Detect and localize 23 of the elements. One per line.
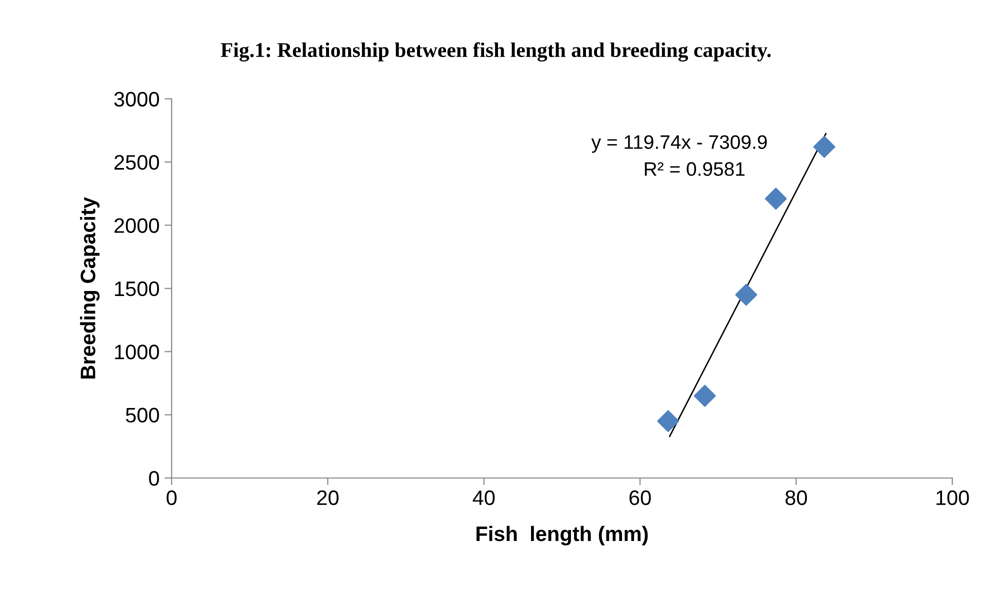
y-axis-title: Breeding Capacity <box>80 197 100 378</box>
annotation: y = 119.74x - 7309.9 <box>591 135 767 153</box>
x-tick-label: 100 <box>936 490 969 506</box>
x-axis-title: Fish length (mm) <box>476 526 648 546</box>
chart-title: Fig.1: Relationship between fish length and breeding capacity. <box>220 42 771 62</box>
point <box>764 188 787 210</box>
point <box>813 136 836 158</box>
point <box>657 410 680 432</box>
y-tick-label: 2000 <box>114 218 159 233</box>
x-tick-label: 60 <box>630 490 651 506</box>
x-tick-label: 0 <box>166 490 177 506</box>
x-tick-label: 40 <box>472 490 495 506</box>
y-tick-label: 2500 <box>114 155 159 170</box>
y-tick-label: 1000 <box>115 344 159 360</box>
x-tick-label: 20 <box>317 490 339 506</box>
point <box>694 384 716 407</box>
y-tick-label: 500 <box>126 408 159 423</box>
y-tick-label: 1500 <box>115 281 159 296</box>
x-tick-label: 80 <box>786 490 807 506</box>
point <box>735 284 758 306</box>
y-tick-label: 0 <box>149 471 159 486</box>
annotation: R² = 0.9581 <box>644 162 745 176</box>
y-tick-label: 3000 <box>114 92 159 107</box>
